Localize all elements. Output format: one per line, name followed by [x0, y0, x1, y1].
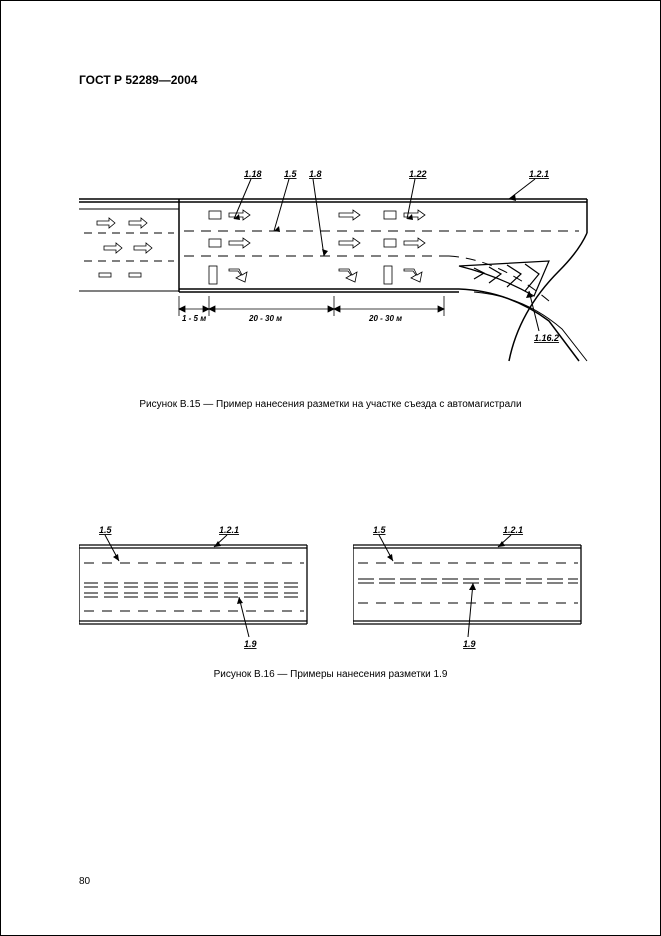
label-1-8: 1.8: [309, 169, 322, 179]
r-1-9: 1.9: [463, 639, 476, 649]
dim-3: 20 - 30 м: [368, 314, 402, 323]
page: ГОСТ Р 52289—2004 1.18 1.5 1.8 1.22 1.2.…: [0, 0, 661, 936]
r-1-2-1: 1.2.1: [503, 525, 523, 535]
l-1-9: 1.9: [244, 639, 257, 649]
label-1-22: 1.22: [409, 169, 427, 179]
dim-1: 1 - 5 м: [182, 314, 206, 323]
caption-b15: Рисунок В.15 — Пример нанесения разметки…: [1, 399, 660, 410]
figure-b16-left: 1.5 1.2.1 1.9: [79, 521, 309, 651]
standard-header: ГОСТ Р 52289—2004: [79, 73, 197, 87]
caption-b16: Рисунок В.16 — Примеры нанесения разметк…: [1, 669, 660, 680]
label-1-16-2: 1.16.2: [534, 333, 559, 343]
r-1-5: 1.5: [373, 525, 387, 535]
l-1-5: 1.5: [99, 525, 113, 535]
figure-b15: 1.18 1.5 1.8 1.22 1.2.1: [79, 161, 589, 381]
label-1-18: 1.18: [244, 169, 262, 179]
figure-b16-right: 1.5 1.2.1 1.9: [353, 521, 583, 651]
dim-2: 20 - 30 м: [248, 314, 282, 323]
page-number: 80: [79, 876, 90, 887]
label-1-2-1: 1.2.1: [529, 169, 549, 179]
label-1-5: 1.5: [284, 169, 298, 179]
l-1-2-1: 1.2.1: [219, 525, 239, 535]
